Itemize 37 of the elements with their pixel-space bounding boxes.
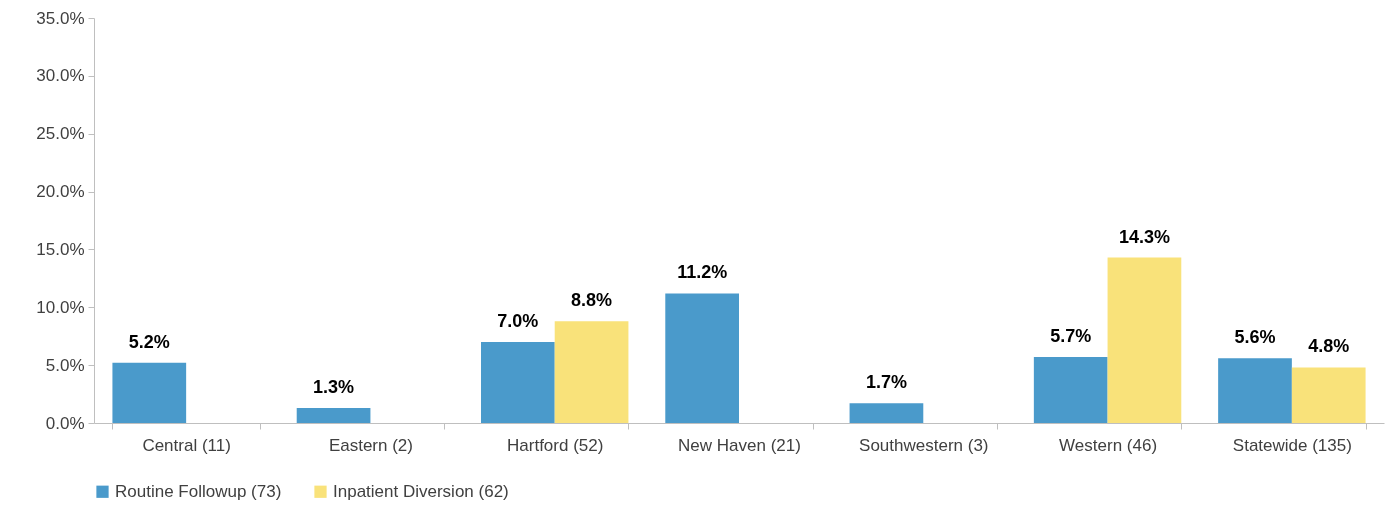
data-label: 1.3% [313,376,355,397]
x-tick-label: Southwestern (3) [859,435,989,455]
y-tick-label: 0.0% [45,413,85,433]
y-tick-label: 15.0% [36,239,85,259]
bar [849,403,924,423]
bar [554,321,629,423]
legend-label: Routine Followup (73) [115,481,282,501]
data-label: 11.2% [677,262,728,283]
data-label: 5.6% [1234,327,1276,348]
x-tick-label: Eastern (2) [328,435,413,455]
bar [296,407,371,423]
x-tick-label: Western (46) [1059,435,1158,455]
y-tick-label: 30.0% [36,66,85,86]
bar [665,293,739,423]
bar [1291,367,1366,423]
data-label: 8.8% [571,290,613,311]
x-tick-label: Hartford (52) [507,435,604,455]
data-label: 5.7% [1050,326,1092,347]
y-tick-label: 10.0% [36,297,85,317]
data-label: 7.0% [497,311,539,331]
data-label: 5.2% [128,331,170,352]
y-tick-label: 35.0% [36,8,85,28]
y-tick-label: 25.0% [36,124,85,144]
bar [1218,358,1292,423]
x-tick-label: New Haven (21) [678,435,801,455]
data-label: 4.8% [1308,336,1350,357]
bar [1033,357,1108,423]
x-tick-label: Statewide (135) [1232,435,1352,455]
bar [481,342,555,423]
data-label: 1.7% [865,372,907,393]
data-label: 14.3% [1118,226,1170,247]
bar [1107,257,1182,423]
y-tick-label: 20.0% [36,182,85,202]
x-tick-label: Central (11) [142,435,231,455]
legend-label: Inpatient Diversion (62) [333,481,509,501]
y-tick-label: 5.0% [45,355,85,375]
bar [112,362,187,423]
